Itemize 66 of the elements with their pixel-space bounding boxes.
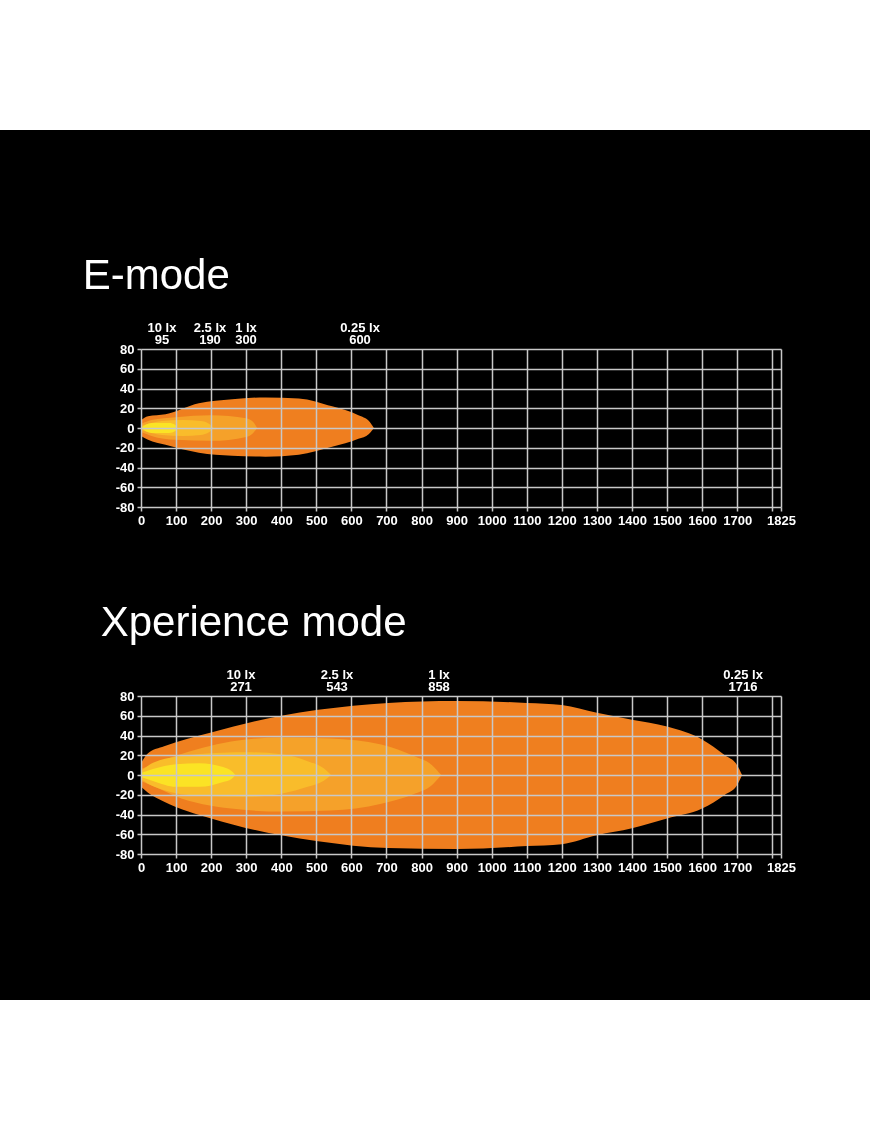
x-tick-label: 0 xyxy=(137,859,146,875)
x-tick-label: 400 xyxy=(270,859,293,875)
x-tick-label: 1500 xyxy=(653,859,682,875)
x-tick-label: 900 xyxy=(446,512,468,528)
x-tick-label: 1300 xyxy=(582,512,612,528)
y-tick-label: 0 xyxy=(127,420,135,436)
y-tick-label: -80 xyxy=(115,846,135,862)
text: 2.5 lx 543 xyxy=(320,667,355,694)
x-tick-label: 1600 xyxy=(688,512,718,528)
x-tick-label: 600 xyxy=(341,859,363,875)
y-tick-label: -60 xyxy=(115,479,135,495)
x-tick-label: 500 xyxy=(305,859,328,875)
y-tick-label: 40 xyxy=(120,381,135,396)
x-tick-label: 200 xyxy=(200,859,223,875)
x-tick-label: 300 xyxy=(235,512,258,528)
x-tick-label: 100 xyxy=(165,859,188,875)
y-tick-label: 80 xyxy=(120,341,135,357)
text: 1 lx 300 xyxy=(235,320,258,347)
y-tick-label: -60 xyxy=(115,826,135,842)
y-tick-label: 80 xyxy=(120,688,135,704)
y-tick-label: 60 xyxy=(120,708,135,724)
text: 0.25 lx 1716 xyxy=(723,667,764,694)
x-tick-label: 1600 xyxy=(688,859,718,875)
x-tick-label: 1400 xyxy=(618,512,647,528)
x-tick-label: 1200 xyxy=(547,859,577,875)
y-tick-label: 20 xyxy=(120,747,135,763)
x-tick-label: 400 xyxy=(270,512,293,528)
y-tick-label: -40 xyxy=(115,807,135,822)
text: 2.5 lx 190 xyxy=(193,320,228,347)
x-tick-label: 800 xyxy=(411,512,433,528)
x-tick-label: 700 xyxy=(376,859,398,875)
x-tick-label: 1825 xyxy=(767,859,796,875)
text: 1 lx 858 xyxy=(428,667,451,694)
x-tick-label: 300 xyxy=(235,859,258,875)
y-tick-label: -40 xyxy=(115,460,135,475)
y-tick-label: -20 xyxy=(115,440,135,456)
y-tick-label: 60 xyxy=(120,361,135,377)
y-tick-label: 20 xyxy=(120,400,135,416)
x-tick-label: 1300 xyxy=(582,859,612,875)
x-tick-label: 100 xyxy=(165,512,188,528)
x-tick-label: 1700 xyxy=(723,859,753,875)
text: 0.25 lx 600 xyxy=(340,320,381,347)
y-tick-label: -80 xyxy=(115,499,135,515)
x-tick-label: 1825 xyxy=(767,512,796,528)
chart-title: E-mode xyxy=(82,251,230,298)
chart-title: Xperience mode xyxy=(100,598,407,645)
x-tick-label: 1700 xyxy=(723,512,753,528)
x-tick-label: 200 xyxy=(200,512,223,528)
y-tick-label: 0 xyxy=(127,767,135,783)
text: 10 lx 271 xyxy=(226,667,257,694)
x-tick-label: 1000 xyxy=(477,859,507,875)
x-tick-label: 1100 xyxy=(513,512,542,528)
x-tick-label: 0 xyxy=(137,512,146,528)
x-tick-label: 600 xyxy=(341,512,363,528)
y-tick-label: 40 xyxy=(120,728,135,743)
x-tick-label: 800 xyxy=(411,859,433,875)
text: 10 lx 95 xyxy=(147,320,178,347)
x-tick-label: 500 xyxy=(305,512,328,528)
x-tick-label: 1100 xyxy=(513,859,542,875)
x-tick-label: 1400 xyxy=(618,859,647,875)
x-tick-label: 1500 xyxy=(653,512,682,528)
x-tick-label: 1000 xyxy=(477,512,507,528)
x-tick-label: 900 xyxy=(446,859,468,875)
x-tick-label: 1200 xyxy=(547,512,577,528)
y-tick-label: -20 xyxy=(115,787,135,803)
x-tick-label: 700 xyxy=(376,512,398,528)
